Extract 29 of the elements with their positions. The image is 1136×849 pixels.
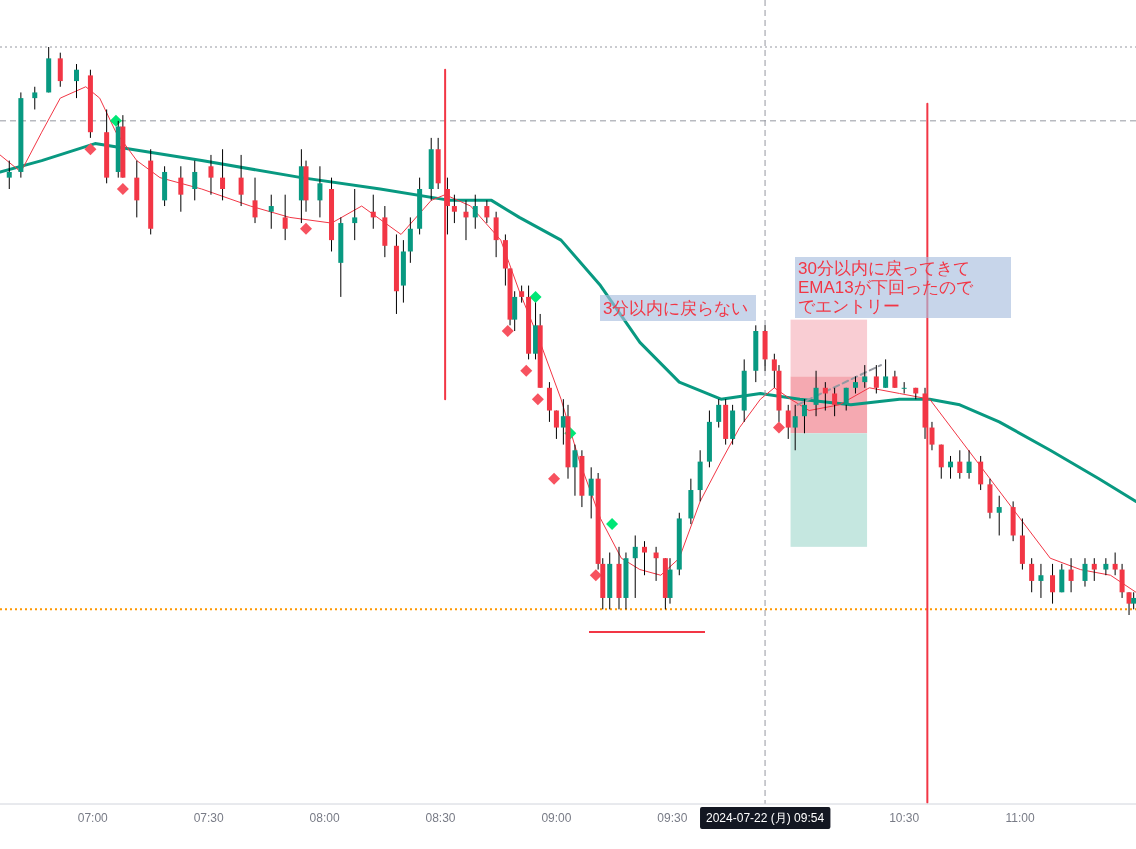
annotation: でエントリー — [798, 297, 900, 316]
x-tick-label: 07:30 — [193, 811, 224, 825]
point — [501, 325, 514, 337]
point — [548, 472, 561, 485]
point — [606, 518, 619, 531]
point — [520, 364, 533, 377]
x-tick-label: 08:00 — [309, 811, 340, 825]
annotation: でエントリー — [795, 295, 1011, 318]
x-tick-label: 07:00 — [77, 811, 109, 825]
point — [300, 222, 313, 235]
x-tick-label: 10:30 — [889, 811, 920, 825]
annotation: 3分以内に戻らない — [600, 295, 756, 321]
annotation: EMA13が下回ったので — [798, 278, 974, 297]
point — [529, 290, 542, 303]
point — [116, 183, 129, 195]
x-tick-label: 11:00 — [1005, 811, 1035, 825]
annotation: 30分以内に戻ってきて — [795, 257, 1011, 278]
point — [589, 569, 602, 582]
annotation: 30分以内に戻ってきて — [798, 259, 970, 278]
point — [531, 393, 544, 406]
point — [84, 143, 97, 156]
point — [772, 421, 785, 434]
point — [109, 114, 122, 127]
annotation: EMA13が下回ったので — [795, 276, 1011, 297]
annotation: 3分以内に戻らない — [603, 299, 749, 318]
annotation: 2024-07-22 (月) 09:54 — [700, 807, 831, 829]
x-tick-label: 09:00 — [541, 811, 572, 825]
x-tick-label: 09:30 — [657, 811, 688, 825]
x-tick-label: 08:30 — [425, 811, 456, 825]
